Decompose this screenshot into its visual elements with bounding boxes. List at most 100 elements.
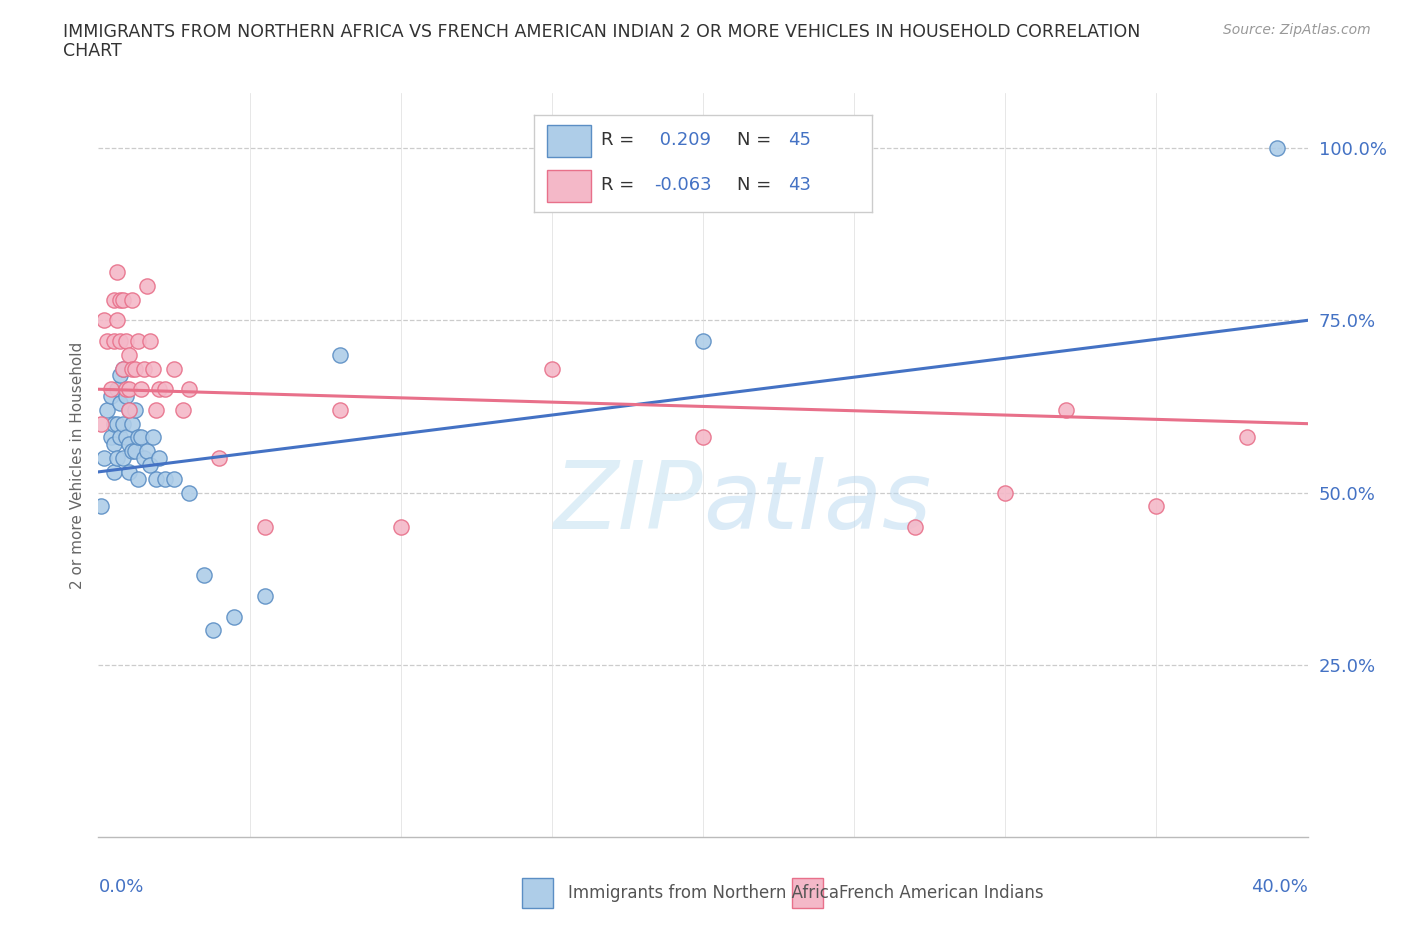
- Point: [118, 347, 141, 362]
- Point: [111, 292, 134, 307]
- Point: [96, 334, 118, 349]
- Text: ZIP: ZIP: [554, 457, 703, 548]
- Point: [90, 417, 112, 432]
- Point: [135, 278, 157, 293]
- Text: French American Indians: French American Indians: [838, 884, 1043, 902]
- Point: [124, 444, 146, 458]
- Point: [994, 485, 1017, 500]
- Point: [121, 444, 143, 458]
- Point: [103, 437, 125, 452]
- Point: [193, 568, 215, 583]
- Point: [148, 451, 170, 466]
- Point: [105, 312, 128, 327]
- Point: [127, 334, 149, 349]
- Point: [692, 430, 714, 445]
- Point: [142, 361, 165, 376]
- Point: [124, 403, 146, 418]
- Point: [100, 389, 122, 404]
- Text: Immigrants from Northern Africa: Immigrants from Northern Africa: [568, 884, 839, 902]
- Point: [153, 382, 176, 397]
- Point: [90, 498, 112, 513]
- Point: [1236, 430, 1258, 445]
- Point: [253, 520, 276, 535]
- Point: [105, 382, 128, 397]
- Point: [1267, 140, 1289, 155]
- Point: [100, 430, 122, 445]
- Point: [108, 292, 131, 307]
- Point: [329, 403, 352, 418]
- Point: [108, 334, 131, 349]
- Point: [121, 417, 143, 432]
- Point: [129, 382, 152, 397]
- Point: [118, 382, 141, 397]
- Text: 0.0%: 0.0%: [98, 878, 143, 896]
- Point: [124, 361, 146, 376]
- Point: [103, 292, 125, 307]
- Point: [118, 403, 141, 418]
- Point: [100, 382, 122, 397]
- Point: [148, 382, 170, 397]
- Point: [108, 395, 131, 410]
- Text: Source: ZipAtlas.com: Source: ZipAtlas.com: [1223, 23, 1371, 37]
- Point: [129, 430, 152, 445]
- Point: [105, 265, 128, 280]
- Point: [105, 417, 128, 432]
- Point: [172, 403, 194, 418]
- Text: CHART: CHART: [63, 42, 122, 60]
- Point: [142, 430, 165, 445]
- Point: [93, 312, 115, 327]
- Point: [163, 472, 186, 486]
- Point: [692, 334, 714, 349]
- FancyBboxPatch shape: [793, 878, 824, 908]
- Point: [139, 334, 162, 349]
- Point: [163, 361, 186, 376]
- Y-axis label: 2 or more Vehicles in Household: 2 or more Vehicles in Household: [69, 341, 84, 589]
- Point: [96, 403, 118, 418]
- Point: [139, 458, 162, 472]
- Point: [118, 403, 141, 418]
- Point: [145, 472, 167, 486]
- Text: 40.0%: 40.0%: [1251, 878, 1308, 896]
- Point: [179, 382, 201, 397]
- Point: [540, 361, 562, 376]
- Point: [93, 451, 115, 466]
- Point: [208, 451, 231, 466]
- Point: [127, 472, 149, 486]
- Text: IMMIGRANTS FROM NORTHERN AFRICA VS FRENCH AMERICAN INDIAN 2 OR MORE VEHICLES IN : IMMIGRANTS FROM NORTHERN AFRICA VS FRENC…: [63, 23, 1140, 41]
- Point: [224, 609, 246, 624]
- Point: [329, 347, 352, 362]
- Point: [114, 334, 136, 349]
- Point: [111, 361, 134, 376]
- Point: [1054, 403, 1077, 418]
- Point: [132, 361, 155, 376]
- Point: [114, 382, 136, 397]
- Point: [904, 520, 927, 535]
- Point: [253, 589, 276, 604]
- Point: [389, 520, 412, 535]
- Point: [179, 485, 201, 500]
- Point: [135, 444, 157, 458]
- Point: [103, 334, 125, 349]
- Point: [114, 430, 136, 445]
- Point: [145, 403, 167, 418]
- Point: [103, 464, 125, 479]
- Point: [132, 451, 155, 466]
- Point: [1144, 498, 1167, 513]
- Point: [118, 437, 141, 452]
- Point: [111, 451, 134, 466]
- Point: [153, 472, 176, 486]
- Point: [105, 451, 128, 466]
- FancyBboxPatch shape: [522, 878, 553, 908]
- Point: [121, 361, 143, 376]
- Point: [108, 368, 131, 383]
- Point: [202, 623, 225, 638]
- Text: atlas: atlas: [703, 457, 931, 548]
- Point: [111, 417, 134, 432]
- Point: [114, 389, 136, 404]
- Point: [108, 430, 131, 445]
- Point: [121, 292, 143, 307]
- Point: [127, 430, 149, 445]
- Point: [111, 361, 134, 376]
- Point: [103, 417, 125, 432]
- Point: [118, 464, 141, 479]
